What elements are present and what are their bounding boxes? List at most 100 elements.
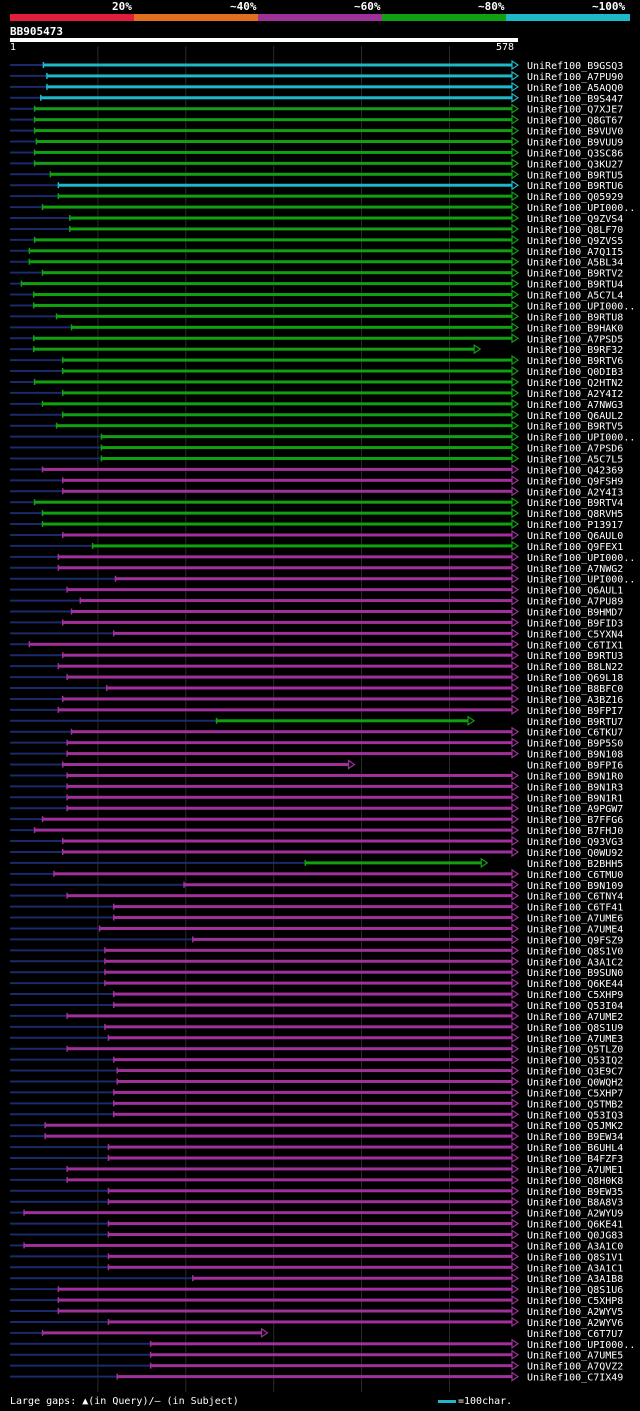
hit-label: UniRef100_A7PSD6	[527, 444, 623, 455]
hit-label: UniRef100_B9SUN0	[527, 968, 623, 979]
hit-arrow	[511, 1087, 520, 1098]
hit-bar	[24, 1243, 512, 1247]
hit-bar	[62, 489, 513, 493]
hit-bar	[104, 981, 513, 985]
hit-bar	[62, 850, 513, 854]
hit-bar	[67, 894, 513, 898]
hit-arrow	[511, 606, 520, 617]
hit-label: UniRef100_Q3E9C7	[527, 1067, 623, 1078]
hit-label: UniRef100_B9HAK0	[527, 323, 623, 334]
hit-bar	[21, 282, 513, 286]
hit-label: UniRef100_UPI000..	[527, 575, 635, 586]
hit-label: UniRef100_A3A1C1	[527, 1263, 623, 1274]
hit-bar	[108, 1145, 513, 1149]
hit-arrow	[511, 387, 520, 399]
hit-arrow	[511, 453, 520, 464]
hit-label: UniRef100_A3A1C2	[527, 957, 623, 968]
hit-label: UniRef100_C5XHP9	[527, 990, 623, 1001]
hit-bar	[53, 872, 512, 876]
hit-bar	[62, 478, 513, 482]
hit-bar	[34, 150, 512, 154]
hit-bar	[104, 959, 513, 963]
hit-arrow	[511, 1076, 520, 1087]
hit-label: UniRef100_C6TF41	[527, 903, 623, 914]
hit-arrow	[511, 1141, 520, 1153]
hit-arrow	[260, 1327, 269, 1339]
hit-label: UniRef100_Q8S1V0	[527, 946, 623, 957]
hit-arrow	[511, 540, 520, 552]
hit-bar	[62, 533, 513, 537]
hit-label: UniRef100_Q9FEX1	[527, 542, 623, 553]
hit-arrow	[511, 803, 520, 814]
hit-arrow	[511, 486, 520, 497]
hit-bar	[67, 784, 513, 788]
hit-bar	[34, 500, 512, 504]
hit-label: UniRef100_Q2HTN2	[527, 378, 623, 389]
hit-bar	[108, 1156, 513, 1160]
hit-bar	[29, 249, 513, 253]
hit-bar	[42, 817, 512, 821]
hit-arrow	[511, 562, 520, 573]
hit-bar	[43, 63, 513, 67]
hit-arrow	[511, 693, 520, 705]
hit-bar	[46, 85, 513, 89]
hit-arrow	[511, 977, 520, 989]
hit-bar	[34, 129, 512, 133]
hit-bar	[104, 948, 513, 952]
hit-arrow	[511, 682, 520, 694]
hit-bar	[62, 839, 513, 843]
hit-label: UniRef100_Q93VG3	[527, 837, 623, 848]
hit-label: UniRef100_B9N1R1	[527, 793, 623, 804]
hit-label: UniRef100_B9RTU6	[527, 181, 623, 192]
hit-arrow	[511, 191, 520, 202]
hit-bar	[33, 303, 512, 307]
hit-bar	[58, 194, 512, 198]
hit-label: UniRef100_A7UME6	[527, 914, 623, 925]
hit-arrow	[511, 169, 520, 180]
hit-arrow	[511, 376, 520, 388]
hit-bar	[34, 238, 512, 242]
hit-arrow	[511, 256, 520, 267]
hit-label: UniRef100_Q9ZVS4	[527, 214, 623, 225]
hit-arrow	[511, 967, 520, 978]
hit-bar	[113, 1112, 512, 1116]
hit-bar	[42, 522, 512, 526]
gap-legend: Large gaps: ▲(in Query)/– (in Subject)	[10, 1396, 239, 1407]
hit-bar	[305, 861, 482, 865]
hit-bar	[58, 566, 512, 570]
hit-arrow	[511, 704, 520, 715]
hit-label: UniRef100_Q6AUL0	[527, 531, 623, 542]
hit-bar	[67, 675, 513, 679]
hit-arrow	[511, 1163, 520, 1175]
hit-label: UniRef100_B6UHL4	[527, 1143, 623, 1154]
hit-label: UniRef100_A7NWG2	[527, 564, 623, 575]
hit-bar	[150, 1364, 512, 1368]
hit-arrow	[511, 365, 520, 377]
hit-label: UniRef100_A5BL34	[527, 258, 623, 269]
hit-label: UniRef100_Q53IQ2	[527, 1056, 623, 1067]
hit-label: UniRef100_A2Y4I3	[527, 487, 623, 498]
hit-arrow	[511, 1240, 520, 1251]
hit-arrow	[511, 59, 520, 71]
hit-arrow	[511, 1043, 520, 1054]
hit-bar	[101, 435, 512, 439]
hit-arrow	[511, 1032, 520, 1043]
hit-arrow	[511, 639, 520, 650]
hit-arrow	[511, 125, 520, 136]
hit-bar	[62, 358, 513, 362]
hit-bar	[69, 227, 512, 231]
query-title: BB905473	[10, 25, 63, 38]
hit-arrow	[511, 223, 520, 235]
hit-bar	[62, 391, 513, 395]
hit-bar	[113, 916, 512, 920]
hit-label: UniRef100_Q9FSH9	[527, 476, 623, 487]
hit-arrow	[511, 158, 520, 169]
hit-arrow	[511, 726, 520, 737]
hit-arrow	[511, 814, 520, 825]
hit-arrow	[511, 1284, 520, 1295]
hit-arrow	[511, 300, 520, 311]
hit-bar	[117, 1079, 512, 1083]
legend-label-80: ~80%	[478, 0, 505, 13]
hit-label: UniRef100_Q8S1U9	[527, 1023, 623, 1034]
hit-label: UniRef100_Q3SC86	[527, 148, 623, 159]
